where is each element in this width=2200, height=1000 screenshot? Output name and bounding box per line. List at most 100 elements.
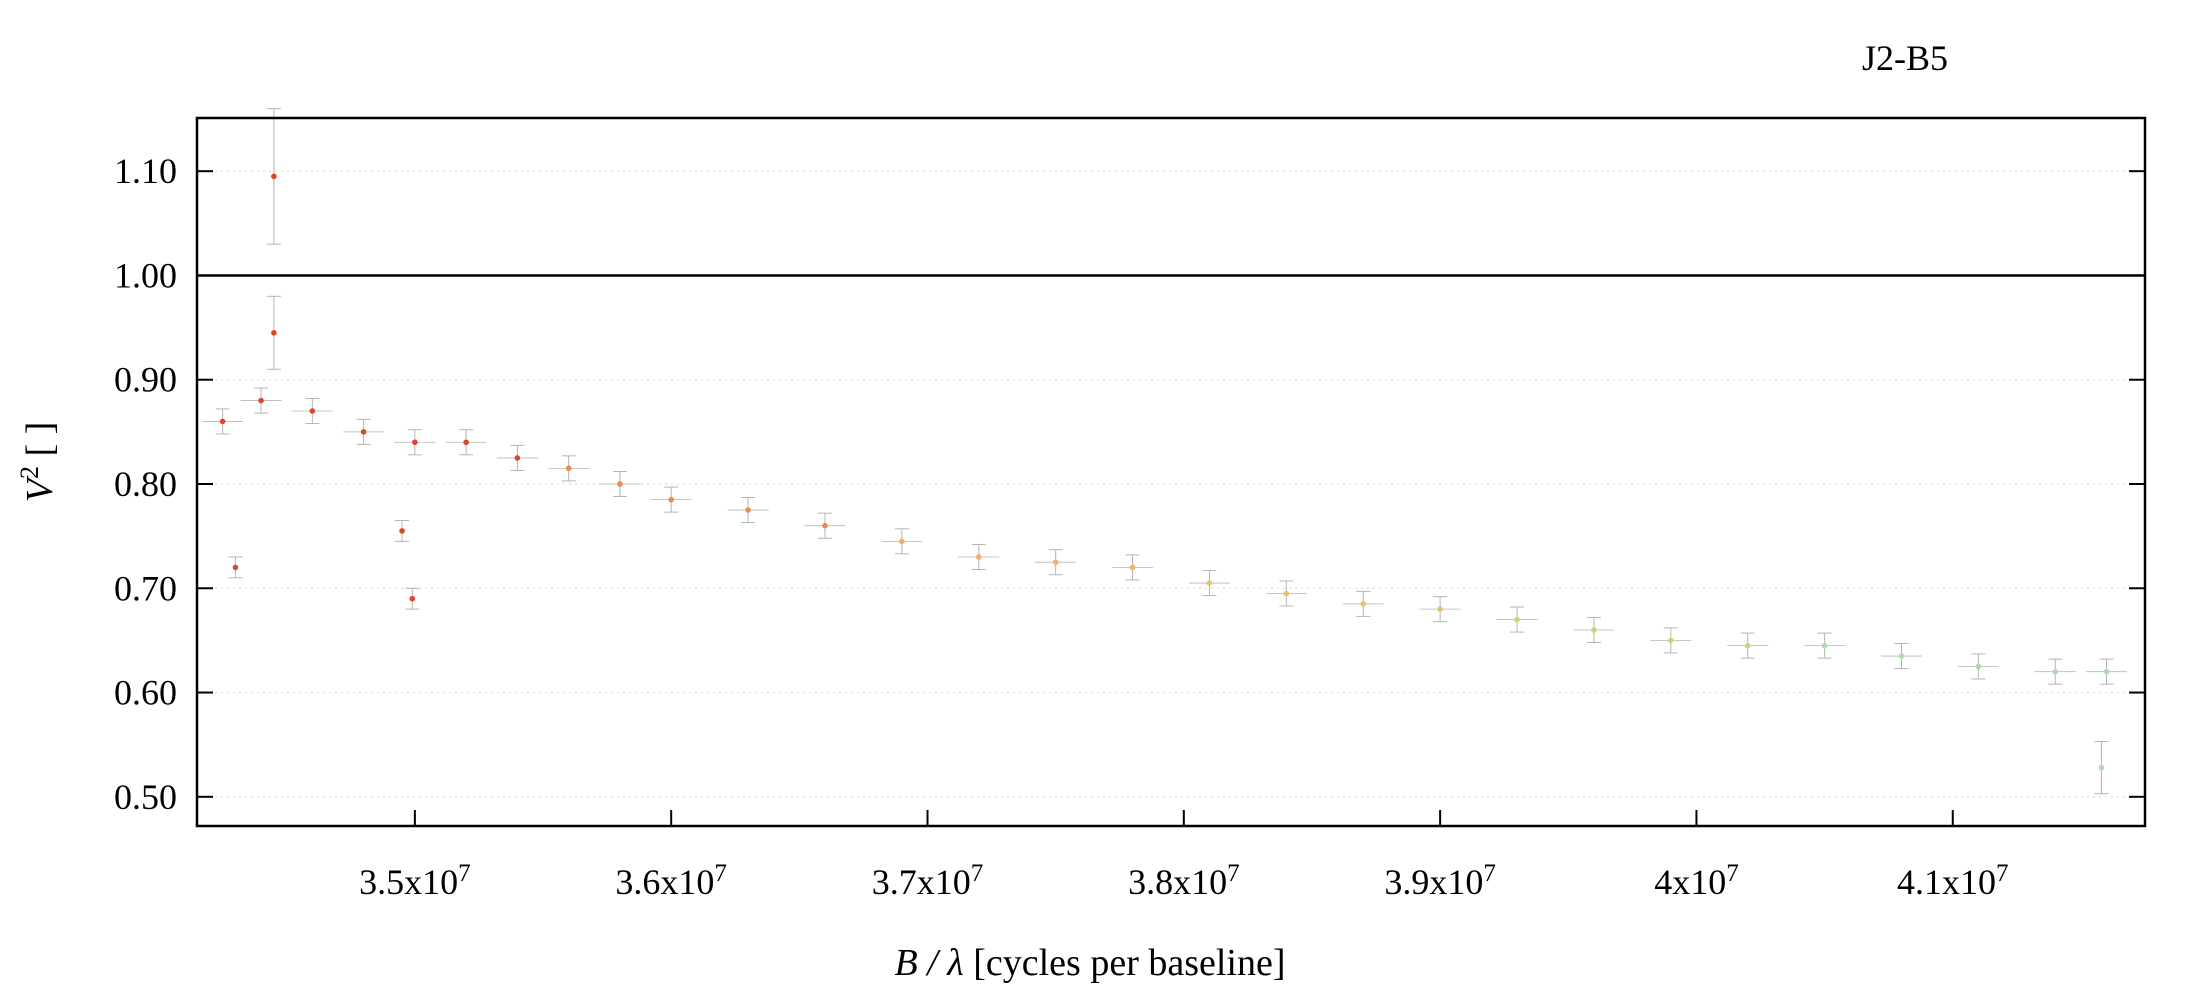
marker: [232, 564, 239, 571]
marker: [1283, 590, 1290, 597]
plot-frame: [195, 116, 2147, 828]
y-tick-label: 0.60: [114, 673, 177, 713]
marker: [1514, 616, 1520, 623]
y-tick-label: 0.90: [114, 360, 177, 400]
marker: [1975, 663, 1982, 670]
data-point: [1650, 627, 1692, 654]
data-point: [1957, 653, 1999, 680]
marker: [1052, 559, 1059, 565]
x-axis-slash: /: [918, 942, 948, 984]
marker: [309, 408, 316, 414]
x-tick-exponent: 7: [1483, 860, 1496, 887]
x-tick-exponent: 7: [1227, 860, 1240, 887]
y-axis-superscript: 2: [15, 466, 44, 479]
y-axis-var: V: [19, 475, 61, 502]
data-point: [727, 497, 769, 524]
marker: [271, 329, 277, 336]
x-tick-mantissa: 3.5x10: [359, 862, 458, 902]
marker: [258, 397, 264, 404]
y-axis-units: [ ]: [19, 422, 61, 466]
marker: [409, 595, 416, 602]
data-point: [1880, 643, 1923, 670]
marker: [399, 528, 405, 534]
data-point: [445, 429, 487, 456]
data-point: [1035, 549, 1077, 576]
marker: [745, 507, 751, 513]
data-point: [804, 512, 846, 539]
marker: [1898, 653, 1905, 659]
marker: [2052, 668, 2059, 675]
marker: [412, 439, 418, 446]
y-tick-label: 1.10: [114, 151, 177, 191]
chart-title: J2-B5: [1862, 38, 1948, 78]
data-point: [1112, 554, 1154, 581]
marker: [514, 455, 521, 461]
x-tick-mantissa: 4.1x10: [1897, 862, 1996, 902]
data-point: [405, 587, 420, 610]
x-tick-exponent: 7: [1996, 860, 2009, 887]
x-tick-exponent: 7: [458, 860, 471, 887]
marker: [1591, 627, 1597, 633]
x-tick-mantissa: 3.7x10: [872, 862, 971, 902]
x-tick-label: 3.9x107: [1384, 860, 1496, 903]
y-tick-label: 0.70: [114, 568, 177, 608]
marker: [822, 522, 828, 529]
data-point: [1727, 632, 1769, 659]
data-point: [599, 470, 641, 498]
marker: [668, 496, 674, 503]
data-point: [650, 486, 692, 513]
data-point: [228, 556, 243, 579]
data-point: [1342, 590, 1384, 617]
plot-border: [195, 116, 2147, 828]
y-tick-label: 0.50: [114, 777, 177, 817]
x-axis-var-lambda: λ: [946, 942, 963, 984]
data-point: [2086, 658, 2128, 685]
data-point: [343, 418, 385, 445]
x-tick-mantissa: 3.6x10: [615, 862, 714, 902]
x-tick-mantissa: 4x10: [1654, 862, 1726, 902]
x-tick-mantissa: 3.9x10: [1384, 862, 1483, 902]
data-point: [2094, 741, 2109, 795]
marker: [219, 418, 226, 425]
marker: [2103, 668, 2110, 675]
marker: [1668, 637, 1674, 644]
axis-ticks: 0.500.600.700.800.901.001.103.5x107 3.6x1…: [114, 151, 2145, 902]
x-tick-exponent: 7: [714, 860, 727, 887]
marker: [2098, 764, 2105, 771]
data-point: [1419, 596, 1461, 623]
x-axis-var-b: B: [894, 942, 917, 984]
data-point: [1188, 570, 1230, 597]
data-point: [2034, 658, 2076, 685]
x-tick-label: 3.6x107: [615, 860, 727, 903]
data-point: [202, 408, 244, 435]
marker: [1744, 642, 1751, 649]
x-tick-label: 3.5x107: [359, 860, 471, 903]
marker: [565, 465, 572, 472]
marker: [1206, 580, 1213, 586]
y-tick-label: 0.80: [114, 464, 177, 504]
y-axis-label: V2 [ ]: [15, 422, 62, 503]
data-point: [1496, 606, 1538, 633]
data-point: [266, 295, 281, 370]
marker: [899, 538, 905, 545]
data-point: [1573, 616, 1615, 643]
data-point: [958, 543, 1000, 570]
x-tick-exponent: 7: [971, 860, 984, 887]
marker: [360, 429, 367, 435]
marker: [975, 554, 982, 560]
x-axis-label: B / λ [cycles per baseline]: [894, 942, 1285, 984]
data-point: [240, 387, 282, 414]
data-point: [394, 429, 436, 456]
marker: [1129, 564, 1136, 571]
grid-lines: [197, 170, 2145, 798]
data-point: [1265, 580, 1307, 607]
marker: [1821, 642, 1828, 649]
x-tick-label: 3.8x107: [1128, 860, 1240, 903]
data-point: [395, 519, 410, 542]
marker: [463, 439, 469, 446]
marker: [1360, 601, 1367, 607]
x-axis-units: [cycles per baseline]: [964, 942, 1286, 984]
data-point: [496, 444, 538, 471]
x-tick-label: 4x107: [1654, 860, 1739, 903]
